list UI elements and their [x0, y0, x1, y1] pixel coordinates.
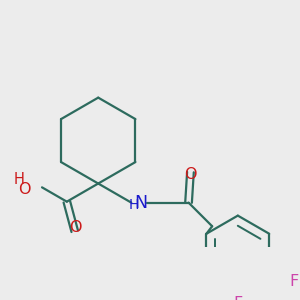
- Text: F: F: [233, 296, 242, 300]
- Text: H: H: [14, 172, 25, 187]
- Text: F: F: [290, 274, 299, 289]
- Text: O: O: [184, 167, 197, 182]
- Text: H: H: [129, 198, 139, 212]
- Text: O: O: [69, 220, 82, 235]
- Text: N: N: [134, 194, 147, 211]
- Text: O: O: [18, 182, 31, 197]
